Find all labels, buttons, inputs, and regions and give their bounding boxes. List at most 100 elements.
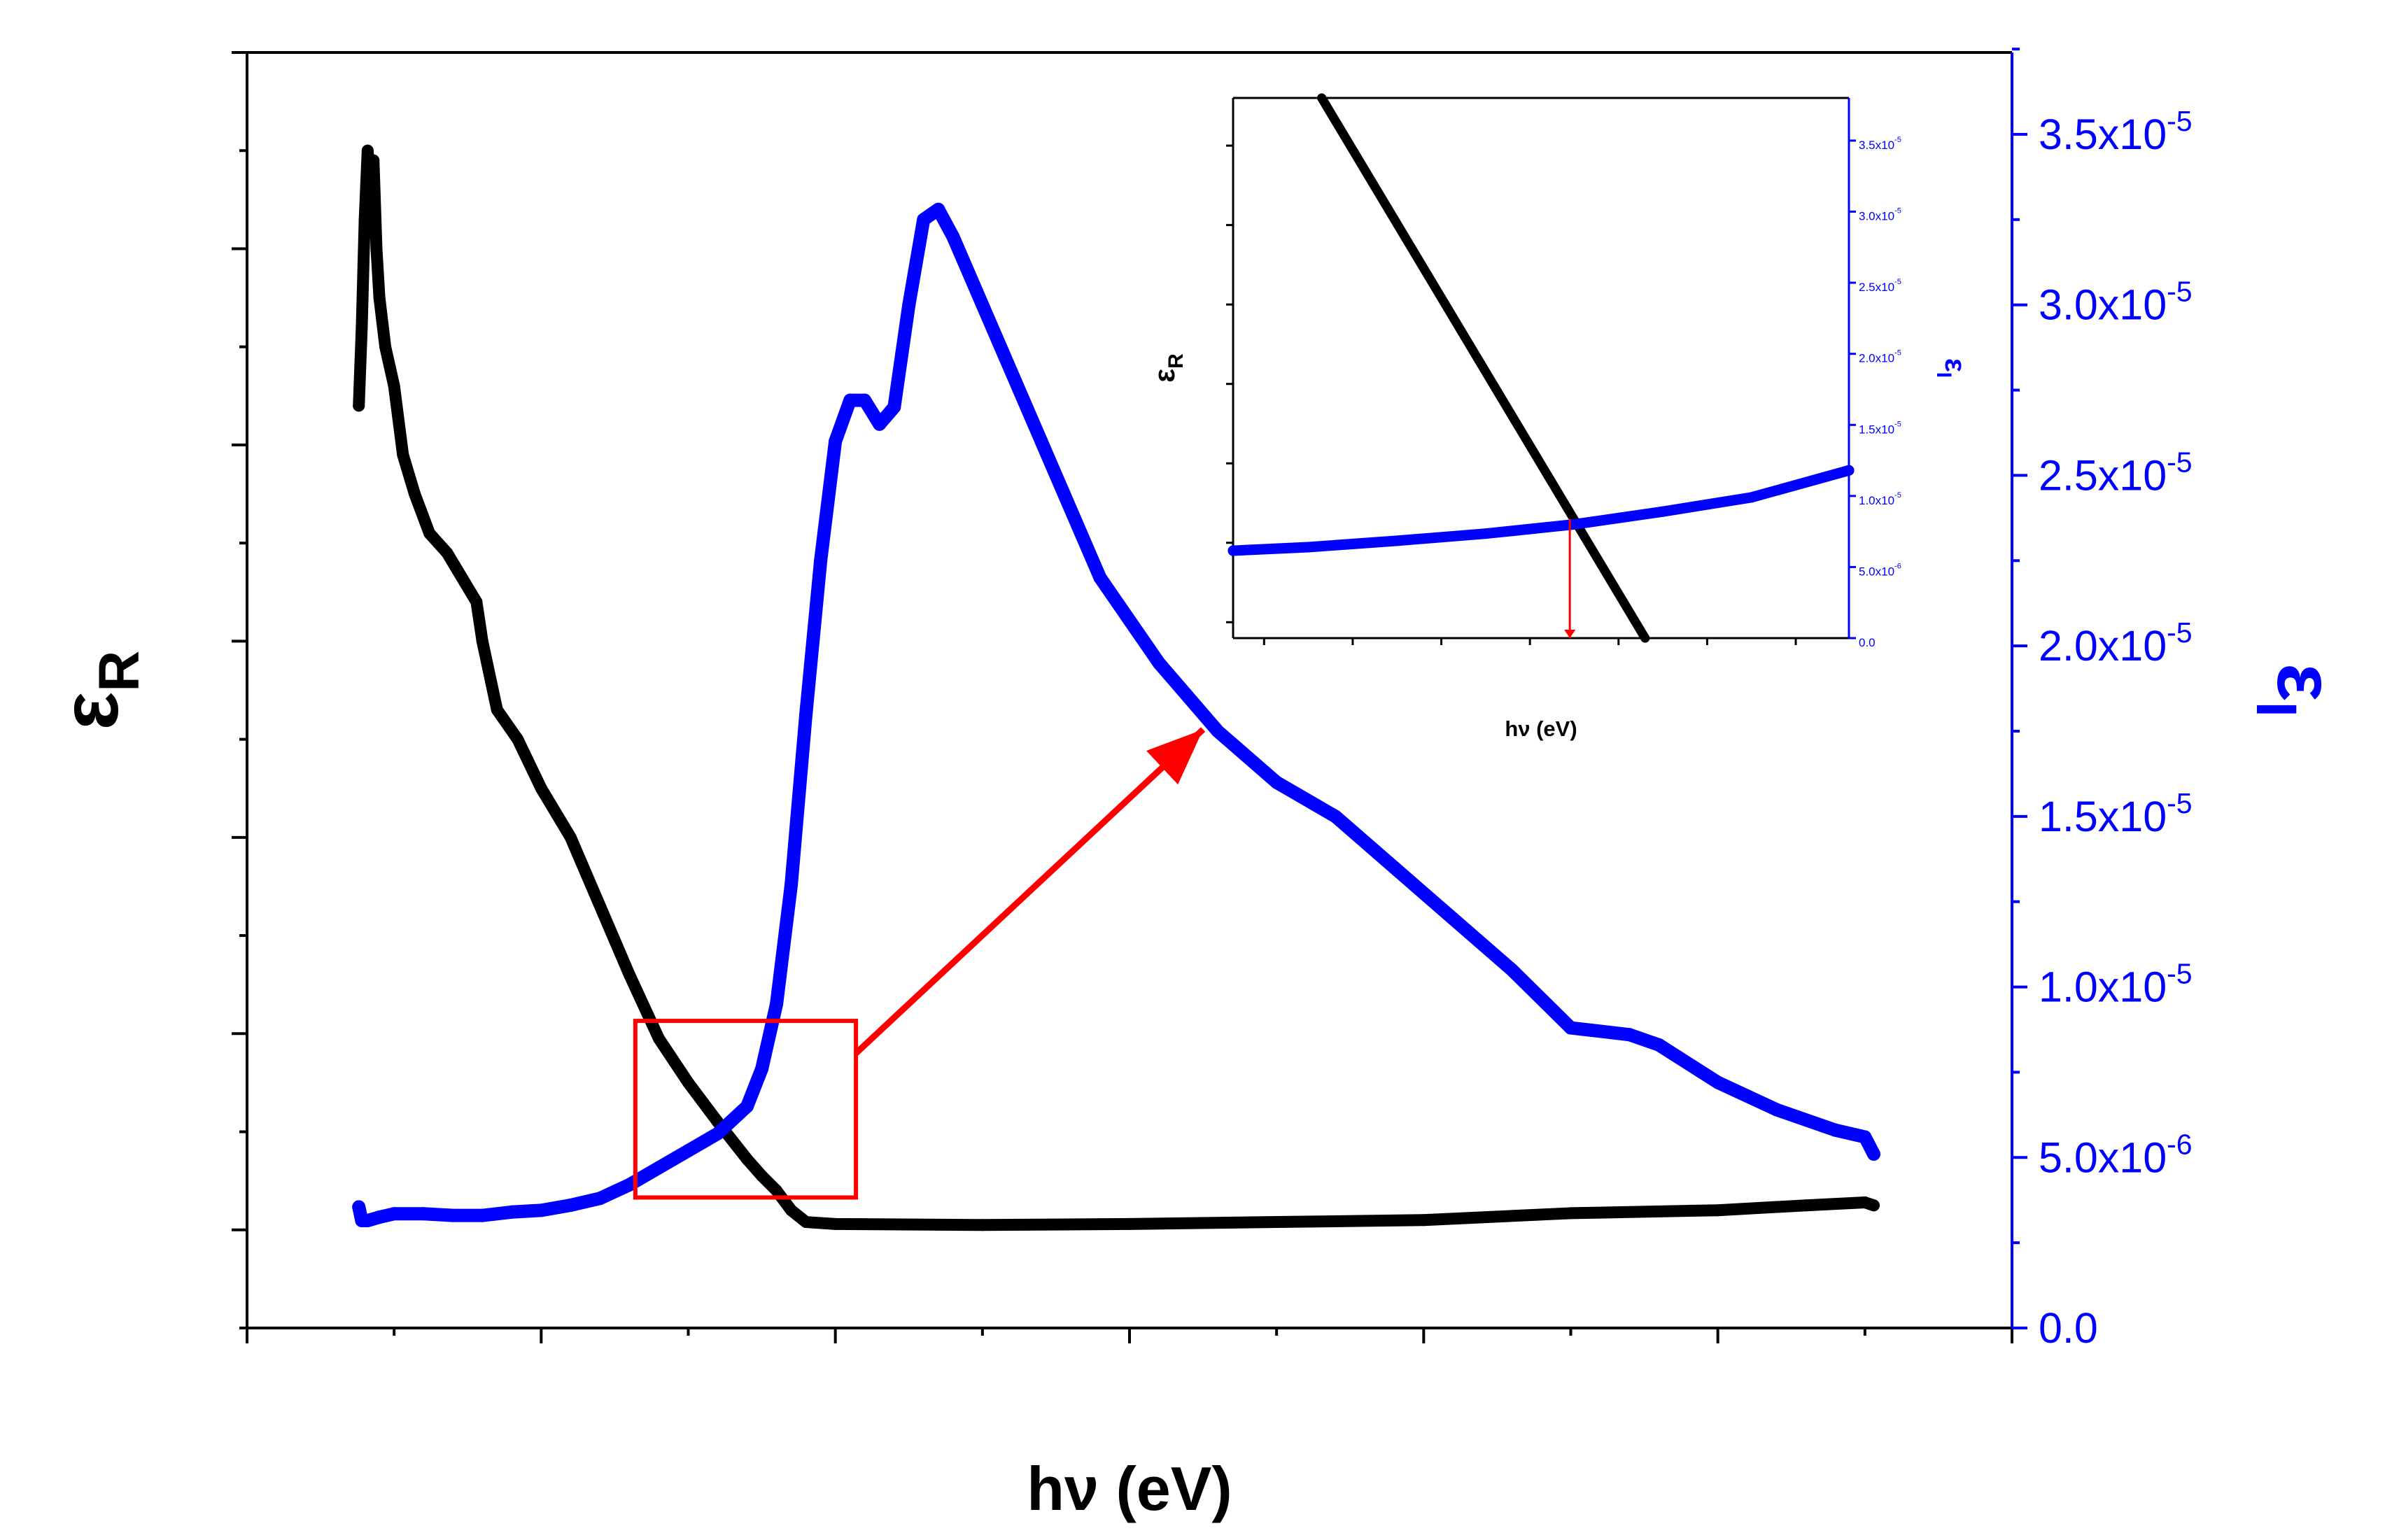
epsilon-i-point	[1328, 810, 1342, 824]
epsilon-i-point	[946, 229, 960, 243]
epsilon-r-curve	[1317, 93, 1650, 643]
epsilon-i-point	[652, 1161, 666, 1175]
epsilon-r-point	[441, 546, 453, 559]
epsilon-r-point	[623, 968, 635, 981]
epsilon-r-point	[476, 635, 488, 647]
y-right-tick-base: 5.0x10	[1859, 565, 1894, 578]
epsilon-r-point	[358, 213, 371, 225]
epsilon-r-point	[564, 831, 577, 844]
main-plot: 0.05.0x10-61.0x10-51.5x10-52.0x10-52.5x1…	[45, 48, 2350, 1523]
x-axis-title: hν (eV)	[1027, 1454, 1232, 1523]
epsilon-i-point	[1843, 465, 1855, 476]
epsilon-i-point	[1657, 506, 1668, 517]
y-right-tick-exponent: -5	[1894, 136, 1901, 144]
epsilon-i-point	[1564, 1021, 1577, 1035]
epsilon-r-point	[409, 488, 421, 500]
epsilon-i-point	[682, 1144, 695, 1158]
y-right-tick-exponent: -5	[2167, 787, 2192, 819]
y-right-tick-exponent: -5	[2167, 446, 2192, 478]
epsilon-i-point	[785, 877, 798, 891]
epsilon-r-point	[593, 900, 606, 912]
inset-background	[1233, 98, 1849, 638]
y-right-tick-label: 2.5x10-5	[2039, 446, 2193, 499]
epsilon-r-point	[976, 1219, 989, 1231]
x-axis-title: hν (eV)	[1505, 716, 1577, 741]
y-right-tick-exponent: -5	[1894, 420, 1901, 428]
epsilon-i-point	[1391, 535, 1402, 546]
epsilon-i-point	[1034, 435, 1048, 448]
epsilon-i-point	[505, 1205, 519, 1219]
zoom-region-box	[633, 1019, 859, 1200]
epsilon-r-point	[423, 527, 436, 539]
epsilon-r-point	[397, 448, 409, 461]
epsilon-r-point	[367, 154, 380, 167]
y-right-tick-base: 2.5x10	[1859, 281, 1894, 294]
y-right-tick-label: 5.0x10-6	[2039, 1128, 2193, 1181]
y-right-tick-exponent: -5	[2167, 958, 2192, 990]
y-right-tick-label: 3.0x10-5	[2039, 276, 2193, 329]
epsilon-i-point	[711, 1126, 725, 1140]
y-right-title-symbol: ε	[1939, 358, 1972, 372]
y-right-tick-label: 1.5x10-5	[1859, 420, 1901, 436]
y-left-title-symbol: ε	[45, 692, 135, 730]
epsilon-r-point	[373, 292, 386, 304]
y-right-tick-label: 2.0x10-5	[1859, 349, 1901, 365]
epsilon-r-point	[682, 1076, 694, 1089]
epsilon-i-point	[1770, 1103, 1784, 1117]
epsilon-i-point	[1623, 1028, 1637, 1042]
epsilon-i-point	[1269, 775, 1283, 789]
y-right-tick-label: 3.5x10-5	[1859, 136, 1901, 152]
epsilon-r-point	[1867, 1199, 1880, 1212]
y-right-tick-exponent: -5	[1894, 278, 1901, 286]
epsilon-i-point	[622, 1178, 636, 1192]
epsilon-r-point	[512, 733, 524, 746]
epsilon-r-point	[1800, 1199, 1813, 1212]
epsilon-r-point	[756, 1170, 768, 1182]
epsilon-i-point	[1652, 1038, 1666, 1052]
y-right-tick-label: 3.5x10-5	[2039, 105, 2193, 158]
y-left-title-subscript: R	[1165, 353, 1188, 369]
y-right-tick-label: 2.0x10-5	[2039, 616, 2193, 670]
epsilon-i-point	[799, 707, 813, 721]
epsilon-i-point	[475, 1208, 489, 1222]
y-right-title-subscript: I	[1932, 372, 1955, 378]
epsilon-i-point	[534, 1203, 548, 1217]
epsilon-r-point	[361, 144, 374, 157]
y-right-tick-base: 3.0x10	[1859, 210, 1894, 223]
epsilon-i-curve	[1227, 465, 1855, 556]
epsilon-i-point	[416, 1207, 430, 1221]
y-right-tick-base: 5.0x10	[2039, 1133, 2167, 1181]
epsilon-r-point	[388, 380, 400, 393]
epsilon-r-point	[741, 1153, 754, 1166]
epsilon-i-point	[387, 1207, 401, 1221]
y-right-axis-title: εI	[1932, 358, 1972, 378]
y-right-title-subscript: I	[2244, 701, 2308, 717]
y-right-tick-base: 1.0x10	[2039, 963, 2167, 1011]
y-right-tick-label: 3.0x10-5	[1859, 207, 1901, 223]
y-right-tick-exponent: -5	[2167, 276, 2192, 308]
y-right-tick-exponent: -5	[2167, 105, 2192, 137]
y-left-title-symbol: ε	[1148, 369, 1181, 383]
epsilon-i-point	[858, 393, 872, 407]
epsilon-i-point	[1746, 492, 1757, 503]
epsilon-r-point	[785, 1204, 798, 1217]
epsilon-i-point	[1858, 1130, 1872, 1144]
y-right-axis-title: εI	[2244, 663, 2350, 717]
epsilon-i-point	[352, 1200, 366, 1214]
epsilon-r-point	[652, 1032, 665, 1045]
y-right-tick-base: 2.0x10	[2039, 622, 2167, 670]
y-right-tick-base: 3.5x10	[1859, 139, 1894, 152]
y-right-tick-label: 2.5x10-5	[1859, 278, 1901, 294]
epsilon-i-point	[917, 213, 931, 227]
y-right-tick-base: 0.0	[2039, 1304, 2098, 1352]
epsilon-r-point	[1123, 1217, 1136, 1230]
epsilon-r-point	[1317, 93, 1327, 103]
y-right-tick-label: 0.0	[1859, 636, 1876, 649]
epsilon-i-point	[976, 298, 990, 312]
epsilon-r-point	[365, 183, 377, 196]
epsilon-i-point	[1211, 724, 1225, 738]
epsilon-i-point	[755, 1062, 769, 1076]
epsilon-r-point	[535, 782, 547, 795]
epsilon-i-point	[887, 400, 901, 414]
